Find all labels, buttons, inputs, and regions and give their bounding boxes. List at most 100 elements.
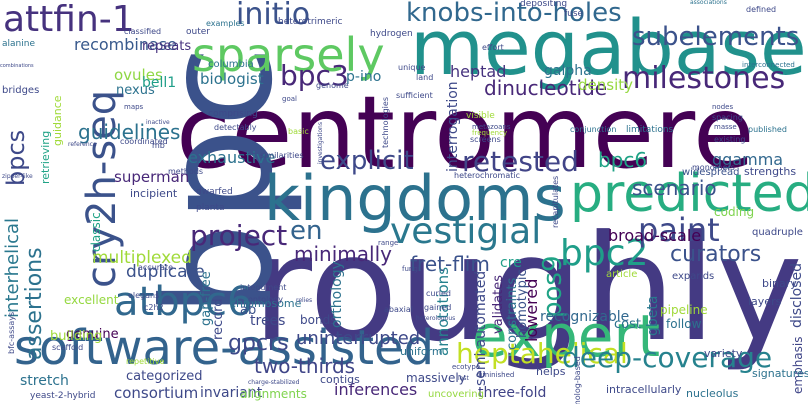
word-assertions: assertions bbox=[22, 247, 47, 360]
word-bonds: bonds bbox=[300, 313, 337, 327]
word-gpcrs: gpcrs bbox=[228, 331, 289, 356]
word-roughly: roughly bbox=[252, 204, 803, 374]
word-guidance: guidance bbox=[51, 95, 64, 146]
word-heterochromatic: heterochromatic bbox=[454, 171, 520, 180]
word-paint: paint bbox=[638, 211, 720, 249]
word-uniform: uniform bbox=[400, 345, 443, 358]
word-retrieving: retrieving bbox=[39, 130, 52, 184]
word-pipeline: pipeline bbox=[660, 303, 708, 317]
word-record: record bbox=[211, 298, 226, 340]
word-disclosed: disclosed bbox=[789, 262, 805, 328]
word-building: building bbox=[50, 329, 103, 344]
word-basic: basic bbox=[288, 127, 309, 136]
word-inactive: inactive bbox=[146, 119, 170, 126]
word-screens: screens bbox=[470, 135, 501, 144]
word-project: project bbox=[190, 219, 288, 252]
word-attfin-1: attfin-1 bbox=[3, 0, 135, 40]
word-mb: mb bbox=[152, 141, 165, 150]
word-knobs-into-holes: knobs-into-holes bbox=[406, 0, 622, 28]
word-published: published bbox=[748, 125, 787, 134]
word-consortium: consortium bbox=[114, 384, 199, 402]
word-p-ino: p-ino bbox=[346, 69, 382, 85]
word-uncovering: uncovering bbox=[428, 389, 484, 400]
word-heterologous: heterologous bbox=[416, 315, 456, 322]
word-article: article bbox=[606, 269, 638, 280]
word-hydrogen: hydrogen bbox=[370, 29, 413, 39]
word-unique: unique bbox=[398, 63, 426, 72]
word-classic: classic bbox=[89, 212, 103, 252]
word-curled: curled bbox=[426, 289, 451, 298]
word-kingdoms: kingdoms bbox=[264, 162, 566, 235]
word-c2h2: c2h2 bbox=[144, 303, 164, 312]
word-exhaustive: exhaustive bbox=[188, 148, 276, 167]
word-dwarfed: dwarfed bbox=[196, 187, 233, 197]
word-galpha: galpha bbox=[544, 63, 592, 79]
word-bridges: bridges bbox=[2, 85, 40, 96]
word-intracellularly: intracellularly bbox=[606, 383, 682, 396]
word-comprising: comprising bbox=[208, 109, 258, 119]
word-validates: validates bbox=[491, 275, 506, 334]
word-follow: follow bbox=[666, 317, 702, 331]
word-duplicate: duplicate bbox=[126, 262, 205, 282]
word-alanine: alanine bbox=[2, 39, 35, 49]
word-three-fold: three-fold bbox=[478, 385, 547, 401]
word-gained: gained bbox=[424, 303, 452, 312]
word-effort: effort bbox=[482, 43, 504, 52]
word-bpc3: bpc3 bbox=[280, 59, 349, 92]
word-recombinase: recombinase bbox=[74, 35, 177, 54]
word-trees: trees bbox=[250, 313, 286, 329]
word-bpc2: bpc2 bbox=[560, 233, 649, 274]
word-massively: massively bbox=[406, 371, 466, 385]
word-zipper-like: zipper-like bbox=[2, 173, 33, 180]
word-goal: goal bbox=[282, 95, 297, 103]
word-diminished: diminished bbox=[476, 371, 515, 379]
word-land: land bbox=[416, 73, 434, 82]
word-examples: examples bbox=[206, 19, 245, 28]
word-milestones: milestones bbox=[622, 61, 786, 96]
word-uninterrupted: uninterrupted bbox=[296, 328, 421, 349]
word-associations: associations bbox=[690, 0, 727, 6]
word-recapitulates: recapitulates bbox=[551, 175, 560, 228]
word-existing: existing bbox=[714, 135, 746, 144]
word-genuine: genuine bbox=[66, 327, 119, 342]
word-retested: retested bbox=[462, 145, 579, 178]
word-visible: visible bbox=[466, 111, 495, 121]
word-invariant: invariant bbox=[200, 385, 263, 401]
word-cre: cre bbox=[500, 255, 522, 271]
word-homolog-based: homolog-based bbox=[573, 356, 582, 404]
word-range: range bbox=[378, 239, 399, 247]
word-spacing: spacing bbox=[712, 113, 743, 122]
word-expert: expert bbox=[472, 302, 661, 370]
word-superman: superman bbox=[114, 168, 190, 186]
word-similarities: similarities bbox=[260, 151, 304, 160]
word-strengths: strengths bbox=[744, 165, 797, 178]
word-initio: initio bbox=[236, 0, 311, 32]
word-monomers: monomers bbox=[692, 163, 735, 172]
word-relies: relies bbox=[296, 297, 313, 304]
word-signatures: signatures bbox=[752, 367, 808, 380]
word-reference: reference bbox=[68, 141, 97, 148]
word-planta: planta bbox=[196, 203, 225, 213]
word-maps: maps bbox=[124, 103, 144, 111]
word-elegans: elegans bbox=[128, 291, 160, 300]
word-detectably: detectably bbox=[214, 123, 257, 132]
word-scaffold: scaffold bbox=[52, 343, 84, 352]
word-incipient: incipient bbox=[130, 187, 178, 200]
word-fungi: fungi bbox=[402, 265, 420, 273]
word-charge-stabilized: charge-stabilized bbox=[248, 379, 300, 386]
word-emphasis: emphasis bbox=[791, 336, 805, 395]
word-fret-flim: fret-flim bbox=[410, 252, 490, 276]
word-two-thirds: two-thirds bbox=[254, 354, 356, 378]
word-heptad: heptad bbox=[450, 62, 507, 81]
word-scenario: scenario bbox=[632, 176, 717, 200]
word-limitations: limitations bbox=[626, 125, 674, 135]
word-integument: integument bbox=[240, 283, 287, 292]
word-sparsely: sparsely bbox=[192, 28, 385, 82]
word-frequency: frequency bbox=[472, 129, 508, 137]
word-helps: helps bbox=[536, 365, 566, 378]
word-dinucleotide: dinucleotide bbox=[484, 76, 608, 100]
word-investigations: investigations bbox=[317, 122, 324, 164]
word-ggamma: ggamma bbox=[712, 150, 784, 169]
word-nexus: nexus bbox=[116, 83, 155, 98]
word-widespread: widespread bbox=[682, 167, 740, 178]
